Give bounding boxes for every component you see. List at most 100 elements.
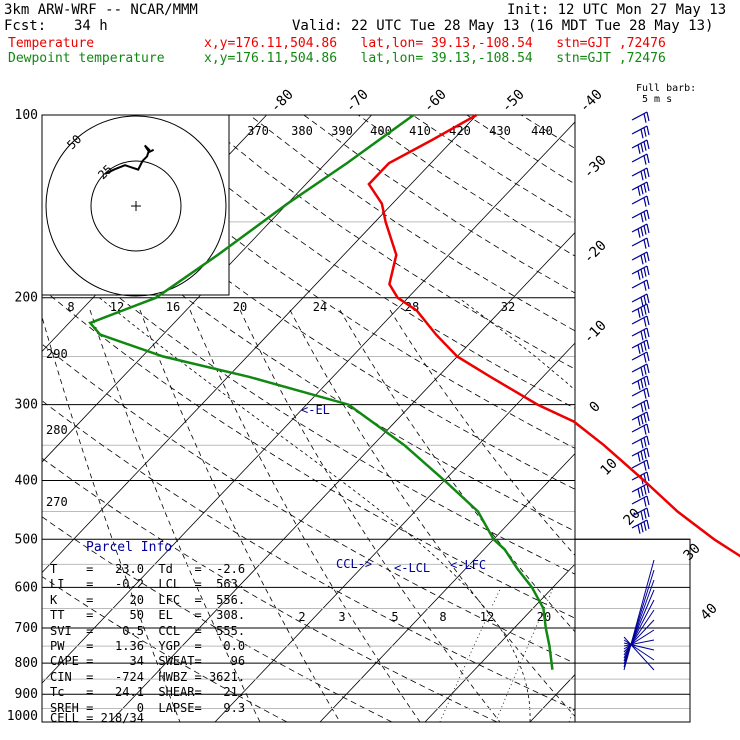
dry-adiabat [412, 115, 575, 221]
wind-barb [631, 265, 648, 275]
wind-barb [631, 125, 648, 135]
pressure-label: 400 [15, 473, 38, 488]
wind-barb-low [623, 639, 655, 661]
wind-barb-flag [640, 185, 644, 195]
wind-barb [631, 387, 648, 397]
temperature-legend: Temperature [8, 36, 95, 51]
lcl-annotation: <-LCL [394, 561, 430, 575]
wind-barb-flag [646, 181, 650, 192]
wind-barb-flag [646, 375, 650, 386]
mixing-ratio-label: 3 [338, 610, 345, 624]
pressure-label: 800 [15, 656, 38, 671]
wind-barb [631, 507, 648, 517]
hodograph-speed-label: 16 [166, 300, 180, 314]
pressure-label: 600 [15, 580, 38, 595]
mixing-ratio-label: 5 [391, 610, 398, 624]
theta-label: 400 [370, 124, 392, 138]
wind-barb-flag [646, 387, 650, 398]
wind-barb-flag [643, 127, 647, 137]
isotherm-label: -80 [268, 87, 297, 116]
parcel-info-row: CAPE = 34 SWEAT= 96 [50, 654, 246, 669]
wind-barb [631, 223, 648, 233]
wind-barb [631, 293, 648, 303]
wind-barb [631, 495, 648, 505]
dry-adiabat [576, 115, 740, 722]
wind-barb-low [623, 609, 655, 656]
hodograph-ring [45, 115, 227, 297]
dry-adiabat [194, 115, 575, 370]
wind-barb-flag [646, 447, 650, 458]
mixing-ratio-label: 2 [298, 610, 305, 624]
hodograph-ring [90, 160, 182, 252]
hodograph-speed-label: 24 [313, 300, 327, 314]
wind-barb-flag [640, 343, 644, 353]
wind-barb-flag [643, 197, 647, 207]
pressure-label: 100 [15, 108, 38, 123]
wind-barb-flag [643, 497, 647, 507]
wind-barb-flag [643, 365, 647, 375]
wind-barb-flag [643, 521, 647, 531]
parcel-info-row: K = 20 LFC = 556. [50, 592, 246, 607]
isotherm-label: -60 [421, 87, 450, 116]
isotherm-label: 30 [681, 541, 704, 564]
dry-adiabat [466, 115, 575, 185]
wind-barb [631, 167, 648, 177]
wind-barb-flag [643, 281, 647, 291]
isotherm-label: 10 [598, 456, 621, 479]
barb-note-units: 5 m s [642, 94, 673, 105]
plot-frame [41, 114, 576, 723]
wind-barb-flag [643, 295, 647, 305]
wind-barb-flag [640, 143, 644, 153]
wind-barb-flag [646, 435, 650, 446]
ccl-annotation: CCL-> [336, 557, 372, 571]
wind-barb-flag [643, 485, 647, 495]
wind-barb-flag [646, 351, 650, 362]
wind-barb-flag [646, 507, 650, 518]
theta-label: 420 [449, 124, 471, 138]
wind-barb [631, 153, 648, 163]
wind-barb-flag [643, 461, 647, 471]
wind-barb [631, 315, 648, 325]
wind-barb-flag [643, 329, 647, 339]
dry-adiabat [86, 115, 575, 449]
forecast-hours: 34 h [74, 18, 108, 34]
wind-barb [631, 411, 648, 421]
wind-barb-flag [646, 519, 650, 530]
wind-barb-flag [646, 303, 650, 314]
wind-barb-flag [640, 307, 644, 317]
mixing-ratio-line [640, 587, 690, 722]
wind-barb-flag [646, 411, 650, 422]
wind-barb-flag [637, 270, 641, 280]
wind-barb-flag [643, 225, 647, 235]
hodograph-speed-label: 20 [233, 300, 247, 314]
theta-label: 440 [531, 124, 553, 138]
wind-barb-flag [640, 227, 644, 237]
wind-barb-flag [643, 267, 647, 277]
wind-barb [631, 279, 648, 289]
theta-side-label: 270 [46, 495, 68, 509]
wind-barb-flag [637, 416, 641, 426]
wind-barb-flag [637, 144, 641, 154]
parcel-info-row: Tc = 24.1 SHEAR= 21. [50, 685, 246, 700]
parcel-info-row: PW = 1.36 YGP = 0.0 [50, 639, 246, 653]
wind-barb-flag [640, 269, 644, 279]
wind-barb [631, 251, 648, 261]
parcel-info-row: TT = 50 EL = 308. [50, 608, 246, 623]
wind-barb [631, 351, 648, 361]
wind-barb-flag [646, 139, 650, 150]
wind-barb-flag [637, 524, 641, 534]
speed-curve [42, 315, 181, 722]
hodograph-trace [104, 144, 155, 175]
wind-barb-flag [643, 155, 647, 165]
barb-note: Full barb: [636, 83, 697, 94]
wind-barb-flag [646, 153, 650, 164]
isotherm-label: -70 [343, 87, 372, 116]
wind-barb-flag [640, 331, 644, 341]
wind-barb-flag [646, 363, 650, 374]
isotherm-label: -50 [499, 87, 528, 116]
wind-barb-flag [637, 344, 641, 354]
wind-barb-flag [646, 279, 650, 290]
wind-barb-flag [640, 255, 644, 265]
isotherm-line [635, 115, 740, 722]
speed-curve [189, 309, 421, 722]
